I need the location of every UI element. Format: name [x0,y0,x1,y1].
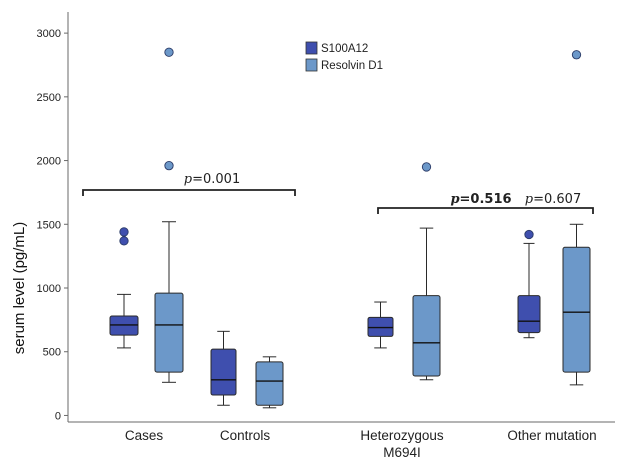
box-group [210,330,284,409]
box-group [109,47,184,383]
y-tick-label: 1500 [37,219,61,231]
p-value-annotation: p=0.607 [525,192,581,207]
box-s100a12 [109,227,139,349]
y-tick-label: 2000 [37,156,61,168]
significance-bracket [377,207,594,214]
outlier-point [571,50,582,60]
y-tick-label: 0 [55,410,61,422]
y-tick-label: 3000 [37,28,61,40]
plot-area [109,47,591,409]
x-category-label: Controls [220,428,271,443]
legend-label: S100A12 [321,43,368,55]
outlier-point [164,161,174,171]
legend: S100A12 Resolvin D1 [305,41,383,72]
box-resolvin-d1 [154,47,184,383]
legend-swatch [305,41,318,55]
iqr-box [517,295,541,334]
iqr-box [255,361,284,406]
y-axis: 0 500 1000 1500 2000 2500 3000 [37,12,615,423]
y-tick-label: 2500 [37,92,61,104]
legend-item: Resolvin D1 [305,58,383,72]
box-s100a12 [517,229,541,339]
significance-brackets: p=0.001 p=0.516 p=0.607 [82,172,594,214]
y-tick-label: 500 [43,347,61,359]
outlier-point [164,47,174,57]
box-group [517,50,591,386]
p-value-annotation: p=0.001 [184,172,240,187]
x-category-label: Heterozygous M694I [360,428,444,460]
x-category-label: Cases [125,428,164,443]
iqr-box [562,246,591,373]
outlier-point [524,229,534,240]
box-resolvin-d1 [412,162,441,381]
box-resolvin-d1 [562,50,591,386]
y-axis-label: serum level (pg/mL) [11,222,28,355]
p-value-annotation: p=0.516 [450,192,511,207]
x-category-label: Other mutation [507,428,596,443]
iqr-box [154,292,184,373]
legend-item: S100A12 [305,41,368,55]
legend-label: Resolvin D1 [321,60,383,72]
outlier-point [119,227,129,237]
iqr-box [412,295,441,377]
outlier-point [119,236,129,246]
box-s100a12 [367,301,394,349]
box-resolvin-d1 [255,356,284,409]
x-axis: Cases Controls Heterozygous M694I Other muta… [125,428,597,460]
y-tick-label: 1000 [37,283,61,295]
significance-bracket [82,189,296,196]
box-s100a12 [210,330,237,406]
outlier-point [421,162,432,172]
iqr-box [210,348,237,396]
box-group [367,162,441,381]
legend-swatch [305,58,318,72]
